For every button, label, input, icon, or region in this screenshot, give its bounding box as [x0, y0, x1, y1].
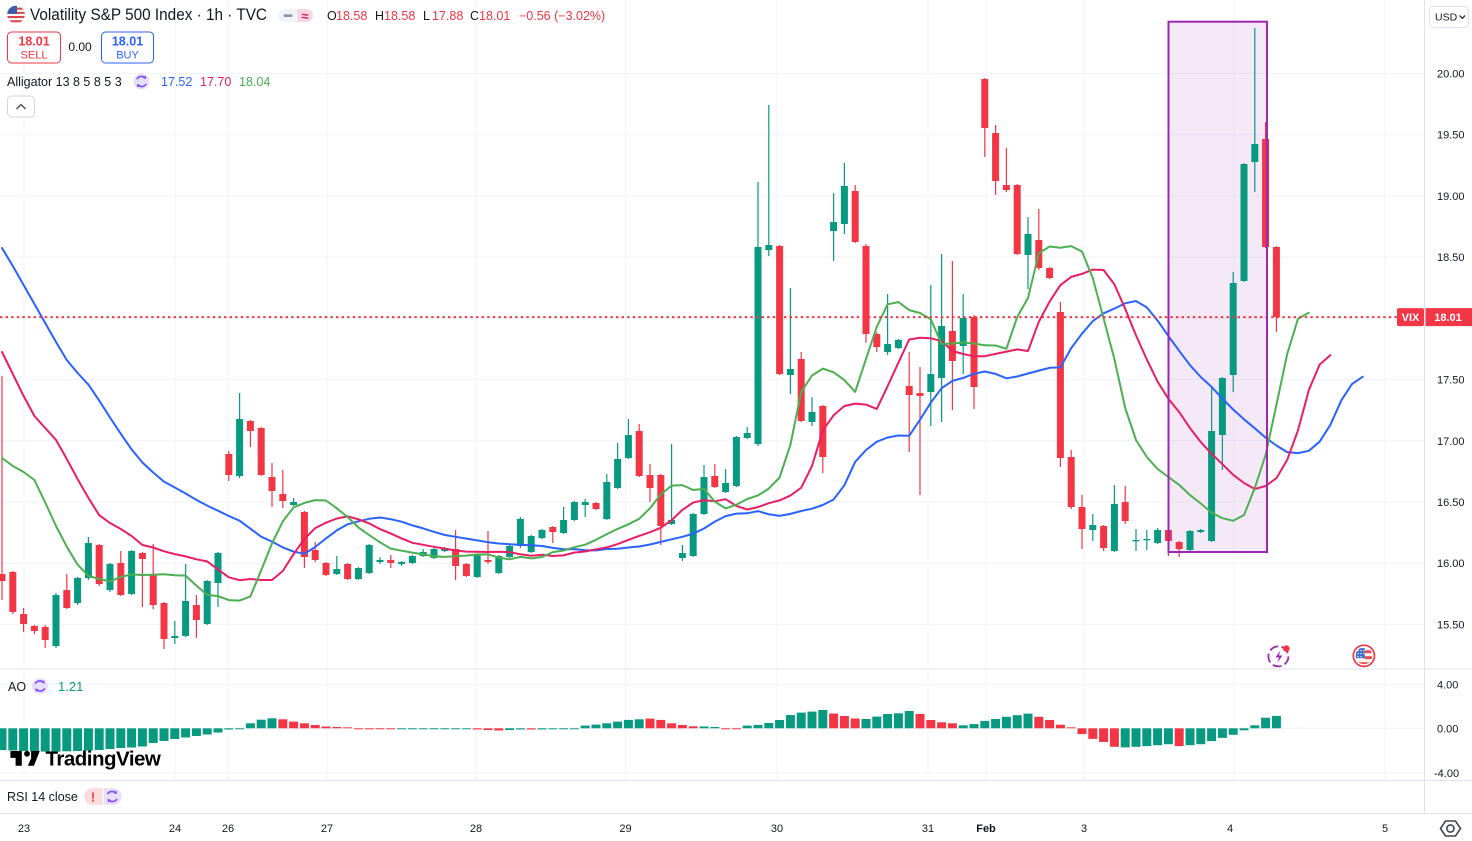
svg-text:0.00: 0.00	[1437, 723, 1458, 735]
svg-text:SELL: SELL	[21, 50, 48, 62]
svg-text:18.58: 18.58	[336, 9, 367, 23]
svg-text:TradingView: TradingView	[46, 748, 161, 771]
svg-text:RSI 14 close: RSI 14 close	[7, 790, 78, 804]
svg-text:26: 26	[222, 823, 234, 835]
svg-text:17.70: 17.70	[200, 75, 231, 89]
svg-text:Volatility S&P 500 Index · 1h: Volatility S&P 500 Index · 1h · TVC	[30, 5, 267, 24]
svg-text:-4.00: -4.00	[1434, 768, 1459, 780]
svg-text:4: 4	[1227, 823, 1233, 835]
svg-text:30: 30	[771, 823, 783, 835]
svg-text:0.00: 0.00	[68, 40, 92, 54]
svg-text:16.00: 16.00	[1437, 558, 1465, 570]
svg-text:17.50: 17.50	[1437, 375, 1465, 387]
svg-text:18.01: 18.01	[112, 35, 143, 49]
svg-text:4.00: 4.00	[1437, 679, 1458, 691]
svg-text:Feb: Feb	[976, 823, 996, 835]
svg-text:BUY: BUY	[116, 50, 139, 62]
svg-text:31: 31	[922, 823, 934, 835]
svg-text:3: 3	[1081, 823, 1087, 835]
svg-text:H: H	[375, 9, 384, 23]
svg-text:17.00: 17.00	[1437, 436, 1465, 448]
svg-text:19.50: 19.50	[1437, 130, 1465, 142]
svg-text:23: 23	[18, 823, 30, 835]
svg-text:17.88: 17.88	[432, 9, 463, 23]
svg-text:C: C	[470, 9, 479, 23]
svg-text:18.01: 18.01	[18, 35, 49, 49]
svg-text:18.04: 18.04	[239, 75, 270, 89]
svg-text:≈: ≈	[301, 9, 308, 24]
svg-text:USD: USD	[1435, 12, 1458, 24]
svg-text:18.01: 18.01	[1434, 312, 1462, 324]
svg-text:20.00: 20.00	[1437, 69, 1465, 81]
svg-text:−0.56 (−3.02%): −0.56 (−3.02%)	[519, 9, 605, 23]
svg-text:O: O	[327, 9, 337, 23]
svg-text:15.50: 15.50	[1437, 619, 1465, 631]
svg-text:17.52: 17.52	[161, 75, 192, 89]
svg-text:18.01: 18.01	[479, 9, 510, 23]
svg-text:L: L	[423, 9, 430, 23]
svg-text:24: 24	[169, 823, 181, 835]
svg-text:19.00: 19.00	[1437, 191, 1465, 203]
svg-text:VIX: VIX	[1402, 312, 1420, 324]
svg-text:18.50: 18.50	[1437, 252, 1465, 264]
svg-text:18.58: 18.58	[384, 9, 415, 23]
svg-text:Alligator 13 8 5 8 5 3: Alligator 13 8 5 8 5 3	[7, 75, 122, 89]
svg-text:!: !	[91, 791, 95, 805]
svg-text:29: 29	[619, 823, 631, 835]
svg-text:16.50: 16.50	[1437, 497, 1465, 509]
svg-text:27: 27	[321, 823, 333, 835]
svg-text:28: 28	[470, 823, 482, 835]
svg-text:1.21: 1.21	[58, 679, 83, 694]
svg-text:AO: AO	[8, 680, 26, 694]
svg-text:5: 5	[1382, 823, 1388, 835]
